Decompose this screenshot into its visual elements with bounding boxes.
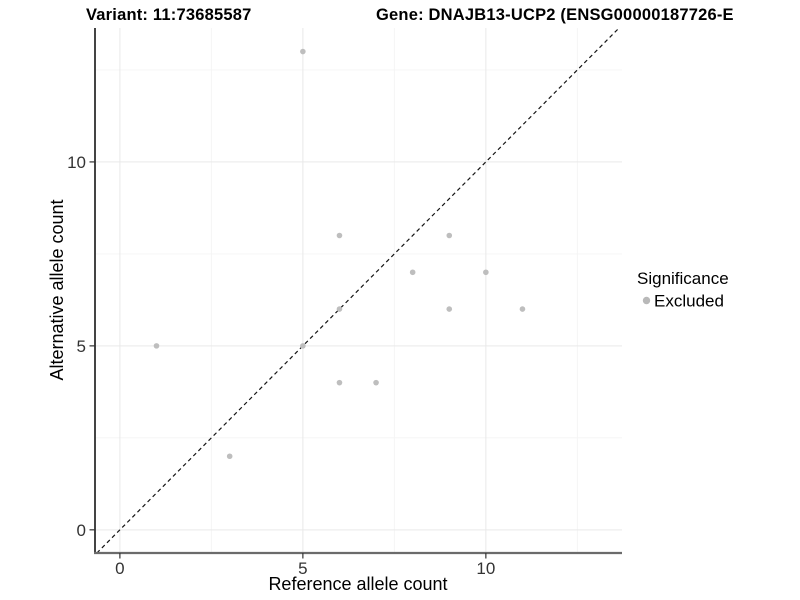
data-point xyxy=(153,343,160,349)
points-group xyxy=(153,48,526,460)
x-tick-label: 0 xyxy=(115,559,124,578)
data-point xyxy=(300,48,306,55)
x-tick-labels: 0 5 10 xyxy=(115,559,495,578)
y-tick-marks xyxy=(89,161,95,531)
data-point xyxy=(519,306,526,312)
data-point xyxy=(373,379,379,386)
legend: Significance Excluded xyxy=(637,269,729,311)
x-tick-label: 10 xyxy=(476,559,495,578)
y-tick-label: 5 xyxy=(77,337,86,356)
gene-title: Gene: DNAJB13-UCP2 (ENSG00000187726-E xyxy=(376,6,734,24)
data-point xyxy=(300,343,306,349)
data-point xyxy=(446,232,453,239)
data-point xyxy=(336,232,343,239)
variant-title: Variant: 11:73685587 xyxy=(86,6,251,24)
legend-entry-label: Excluded xyxy=(654,292,724,311)
data-point xyxy=(336,379,343,386)
y-tick-label: 10 xyxy=(67,153,86,172)
legend-title: Significance xyxy=(637,269,729,288)
y-axis-title: Alternative allele count xyxy=(47,199,67,380)
identity-line xyxy=(96,27,620,554)
data-point xyxy=(446,306,453,312)
data-point xyxy=(483,269,489,276)
x-axis-title: Reference allele count xyxy=(268,574,447,594)
x-tick-label: 5 xyxy=(298,559,307,578)
gridlines-major xyxy=(95,28,622,553)
data-point xyxy=(336,306,343,312)
legend-key-dot xyxy=(642,296,651,305)
gridlines-minor xyxy=(95,28,622,553)
x-tick-marks xyxy=(119,553,487,559)
y-tick-label: 0 xyxy=(77,521,86,540)
y-tick-labels: 0 5 10 xyxy=(67,153,86,540)
data-point xyxy=(226,453,233,460)
data-point xyxy=(409,269,416,276)
